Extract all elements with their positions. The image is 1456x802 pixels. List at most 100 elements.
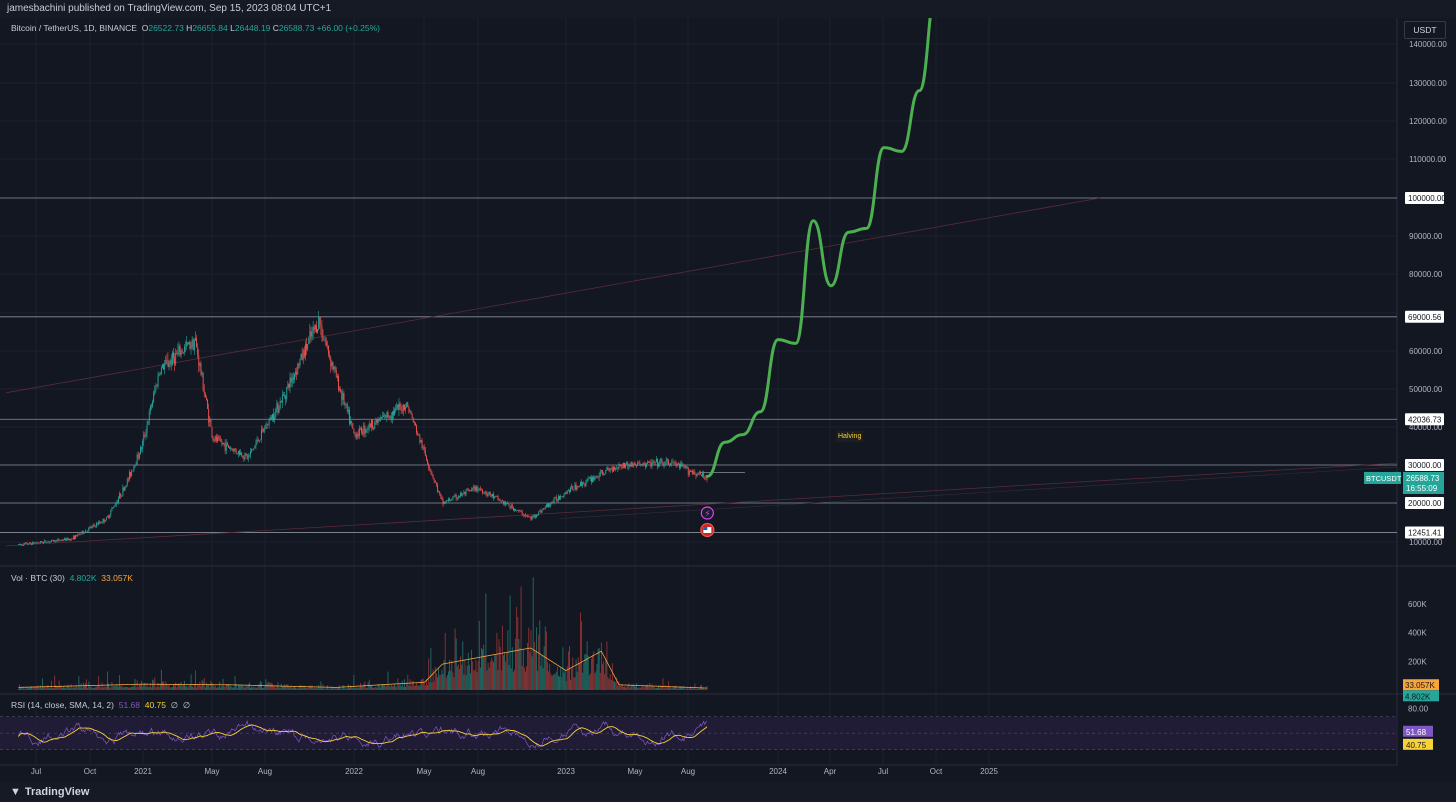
candle-body: [141, 447, 143, 449]
volume-bar: [706, 686, 708, 690]
last-price-symbol-box: [1364, 471, 1401, 484]
volume-bar: [529, 651, 531, 690]
volume-bar: [136, 680, 138, 690]
chart-area[interactable]: 140000.00 130000.00 120000.00 110000.00 9000…: [0, 18, 1456, 782]
candle-body: [622, 462, 624, 468]
volume-bar: [484, 655, 486, 690]
candle-body: [686, 466, 688, 468]
candle-body: [432, 475, 434, 479]
chart-svg[interactable]: 140000.00 130000.00 120000.00 110000.00 9000…: [0, 18, 1456, 782]
candle-body: [96, 523, 97, 527]
candle-body: [604, 473, 606, 475]
symbol-title[interactable]: Bitcoin / TetherUS, 1D, BINANCE: [11, 23, 137, 33]
candle-body: [148, 411, 150, 422]
candle-body: [338, 376, 339, 390]
candle-body: [501, 500, 503, 502]
candle-body: [203, 390, 205, 394]
volume-bar: [520, 586, 522, 690]
volume-bar: [512, 671, 514, 690]
last-price-box: [1403, 471, 1444, 494]
volume-bar: [116, 686, 118, 690]
candle-body: [213, 440, 215, 441]
level-price-label: 42036.73: [1408, 415, 1442, 424]
candle-body: [518, 509, 520, 512]
time-tick-label: Oct: [930, 767, 943, 776]
candle-body: [78, 533, 80, 535]
currency-button[interactable]: USDT: [1404, 21, 1446, 39]
candle-body: [422, 447, 424, 448]
close-value: 26588.73: [278, 23, 315, 33]
candle-body: [280, 400, 282, 403]
candle-body: [406, 402, 408, 408]
candle-body: [137, 454, 139, 459]
candle-body: [500, 500, 502, 502]
volume-bar: [422, 679, 424, 690]
volume-value-1: 4.802K: [69, 573, 97, 583]
volume-bar: [167, 686, 169, 690]
candle-body: [57, 539, 59, 541]
candle-body: [345, 403, 347, 405]
candle-body: [108, 516, 110, 518]
candle-body: [618, 463, 620, 469]
volume-bar: [340, 688, 342, 690]
candle-body: [661, 459, 663, 464]
volume-title[interactable]: Vol · BTC (30): [11, 573, 65, 583]
rsi-value-label: 51.68: [1406, 728, 1427, 737]
candle-body: [696, 473, 698, 477]
candle-body: [147, 421, 149, 425]
candle-body: [558, 496, 559, 501]
volume-bar: [702, 687, 704, 690]
candle-body: [594, 477, 596, 480]
candle-body: [528, 516, 530, 518]
volume-bar: [499, 646, 501, 690]
candle-body: [576, 486, 578, 490]
volume-bar: [589, 673, 591, 690]
volume-bar: [52, 687, 53, 690]
volume-value-2: 33.057K: [101, 573, 133, 583]
candle-body: [703, 472, 705, 478]
volume-bar: [482, 649, 484, 690]
volume-bar: [445, 677, 447, 690]
volume-bar: [305, 687, 306, 690]
volume-bar: [375, 686, 377, 690]
candle-body: [65, 538, 67, 541]
volume-bar: [427, 685, 429, 690]
candle-body: [402, 404, 404, 412]
volume-bar: [49, 688, 51, 690]
candle-body: [94, 525, 96, 527]
candle-body: [256, 439, 258, 444]
volume-bar: [20, 688, 22, 690]
candle-body: [270, 417, 272, 420]
candle-body: [691, 470, 693, 472]
candle-body: [120, 493, 122, 497]
volume-bar: [360, 682, 361, 690]
candle-body: [118, 498, 119, 503]
candle-body: [371, 419, 372, 428]
candle-body: [442, 499, 444, 505]
volume-bar: [605, 659, 607, 690]
volume-bar: [42, 678, 44, 690]
candle-body: [363, 425, 365, 435]
candle-body: [329, 354, 331, 358]
candle-body: [268, 419, 270, 425]
volume-bar: [166, 684, 168, 690]
candle-body: [455, 495, 457, 499]
candle-body: [211, 426, 213, 437]
candle-body: [339, 389, 341, 390]
candle-body: [704, 477, 706, 479]
candle-body: [116, 502, 118, 503]
volume-bar: [113, 685, 115, 690]
volume-bar: [418, 685, 420, 690]
tradingview-logo[interactable]: ▼ TradingView: [6, 786, 89, 798]
candle-body: [309, 331, 311, 340]
volume-bar: [635, 687, 636, 690]
candle-body: [188, 341, 190, 345]
candle-body: [264, 427, 266, 432]
rsi-title[interactable]: RSI (14, close, SMA, 14, 2): [11, 700, 114, 710]
candle-body: [578, 485, 580, 487]
candle-body: [697, 473, 699, 475]
candle-body: [521, 511, 523, 515]
candle-body: [72, 536, 74, 539]
volume-bar: [676, 688, 678, 690]
halving-annotation[interactable]: Halving: [836, 431, 864, 442]
